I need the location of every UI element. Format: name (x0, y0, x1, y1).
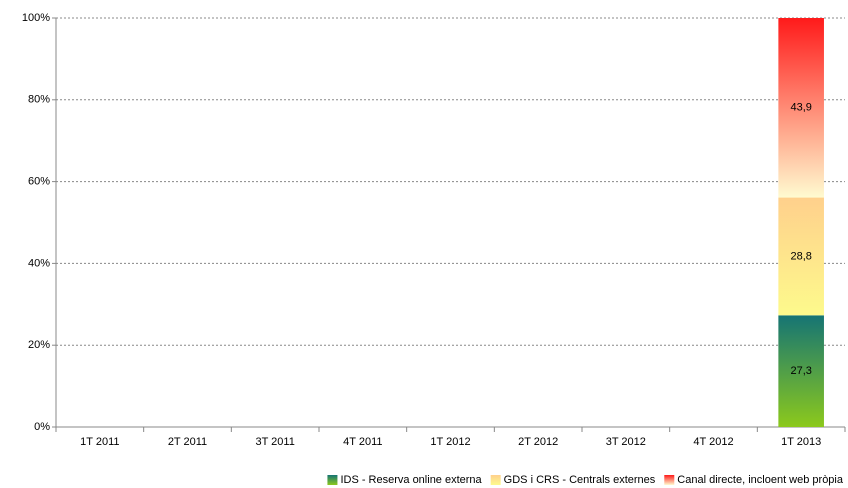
legend-swatch (664, 475, 675, 485)
x-tick-label: 1T 2013 (781, 436, 821, 448)
y-tick-label: 20% (28, 339, 50, 351)
legend-label: GDS i CRS - Centrals externes (504, 474, 656, 486)
data-label: 27,3 (790, 365, 811, 377)
y-tick-label: 60% (28, 176, 50, 188)
legend-label: Canal directe, incloent web pròpia (677, 474, 844, 486)
y-tick-label: 0% (34, 421, 50, 433)
x-tick-label: 1T 2011 (80, 436, 119, 448)
data-label: 28,8 (790, 250, 811, 262)
x-tick-label: 3T 2012 (606, 436, 646, 448)
legend-swatch (490, 475, 501, 485)
y-tick-label: 40% (28, 257, 50, 269)
legend-swatch (327, 475, 338, 485)
bar-segment (778, 197, 824, 316)
bar-segment (778, 18, 824, 198)
y-tick-label: 80% (28, 94, 50, 106)
x-tick-label: 4T 2012 (693, 436, 733, 448)
data-label: 43,9 (790, 102, 811, 114)
legend-label: IDS - Reserva online externa (340, 474, 482, 486)
x-tick-label: 3T 2011 (255, 436, 294, 448)
x-tick-label: 2T 2011 (168, 436, 207, 448)
x-tick-label: 2T 2012 (518, 436, 558, 448)
bar-segment (778, 315, 824, 427)
x-tick-label: 1T 2012 (430, 436, 470, 448)
y-tick-label: 100% (22, 12, 50, 24)
x-tick-label: 4T 2011 (343, 436, 382, 448)
